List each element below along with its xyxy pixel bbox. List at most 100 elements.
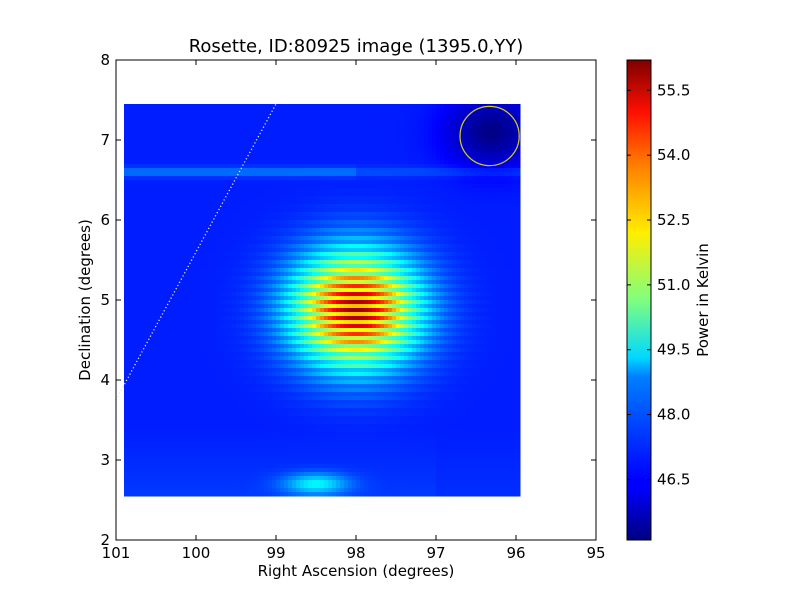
heatmap-cell [504,284,509,289]
heatmap-cell [504,204,509,209]
heatmap-cell [436,244,441,249]
heatmap-cell [168,192,173,197]
heatmap-cell [320,292,325,297]
heatmap-cell [260,212,265,217]
heatmap-cell [420,252,425,257]
heatmap-cell [452,220,457,225]
heatmap-cell [216,212,221,217]
heatmap-cell [296,228,301,233]
heatmap-cell [272,296,277,301]
heatmap-cell [396,172,401,177]
heatmap-cell [392,136,397,141]
heatmap-cell [428,256,433,261]
heatmap-cell [492,252,497,257]
heatmap-cell [444,120,449,125]
heatmap-cell [132,196,137,201]
heatmap-cell [428,132,433,137]
heatmap-cell [376,136,381,141]
heatmap-cell [516,184,521,189]
heatmap-cell [432,116,437,121]
heatmap-cell [400,228,405,233]
heatmap-cell [212,268,217,273]
heatmap-cell [236,244,241,249]
heatmap-cell [220,252,225,257]
heatmap-cell [228,232,233,237]
heatmap-cell [192,232,197,237]
heatmap-cell [440,276,445,281]
heatmap-cell [284,212,289,217]
heatmap-cell [276,256,281,261]
heatmap-cell [132,136,137,141]
heatmap-cell [200,176,205,181]
heatmap-cell [248,152,253,157]
heatmap-cell [268,184,273,189]
heatmap-cell [436,212,441,217]
heatmap-cell [428,136,433,141]
heatmap-cell [376,176,381,181]
heatmap-cell [396,148,401,153]
heatmap-cell [480,124,485,129]
heatmap-cell [188,260,193,265]
heatmap-cell [344,104,349,109]
heatmap-cell [280,124,285,129]
heatmap-cell [196,132,201,137]
heatmap-cell [256,144,261,149]
heatmap-cell [516,168,521,173]
heatmap-cell [368,188,373,193]
heatmap-cell [228,224,233,229]
heatmap-cell [156,144,161,149]
heatmap-cell [332,184,337,189]
heatmap-cell [340,200,345,205]
heatmap-cell [328,232,333,237]
heatmap-cell [484,188,489,193]
heatmap-cell [212,272,217,277]
heatmap-cell [396,204,401,209]
heatmap-cell [252,168,257,173]
heatmap-cell [404,236,409,241]
heatmap-cell [252,200,257,205]
heatmap-cell [240,168,245,173]
heatmap-cell [208,108,213,113]
heatmap-cell [128,272,133,277]
heatmap-cell [208,228,213,233]
heatmap-cell [332,136,337,141]
heatmap-cell [400,244,405,249]
heatmap-cell [424,108,429,113]
heatmap-cell [300,160,305,165]
heatmap-cell [288,252,293,257]
heatmap-cell [436,252,441,257]
heatmap-cell [360,172,365,177]
heatmap-cell [188,132,193,137]
heatmap-cell [332,196,337,201]
heatmap-cell [372,188,377,193]
heatmap-cell [356,136,361,141]
heatmap-cell [352,276,357,281]
heatmap-cell [440,248,445,253]
heatmap-cell [340,296,345,301]
heatmap-cell [144,200,149,205]
heatmap-cell [448,296,453,301]
heatmap-cell [520,116,521,121]
heatmap-cell [164,232,169,237]
heatmap-cell [360,108,365,113]
heatmap-cell [496,276,501,281]
heatmap-cell [484,132,489,137]
heatmap-cell [484,128,489,133]
heatmap-cell [220,264,225,269]
heatmap-cell [500,284,505,289]
heatmap-cell [240,184,245,189]
heatmap-cell [268,268,273,273]
heatmap-cell [424,244,429,249]
heatmap-cell [200,264,205,269]
heatmap-cell [288,104,293,109]
heatmap-cell [276,192,281,197]
heatmap-cell [380,148,385,153]
heatmap-cell [208,224,213,229]
heatmap-cell [404,240,409,245]
heatmap-cell [168,292,173,297]
heatmap-cell [164,288,169,293]
heatmap-cell [408,284,413,289]
heatmap-cell [188,212,193,217]
heatmap-cell [464,180,469,185]
heatmap-cell [244,228,249,233]
